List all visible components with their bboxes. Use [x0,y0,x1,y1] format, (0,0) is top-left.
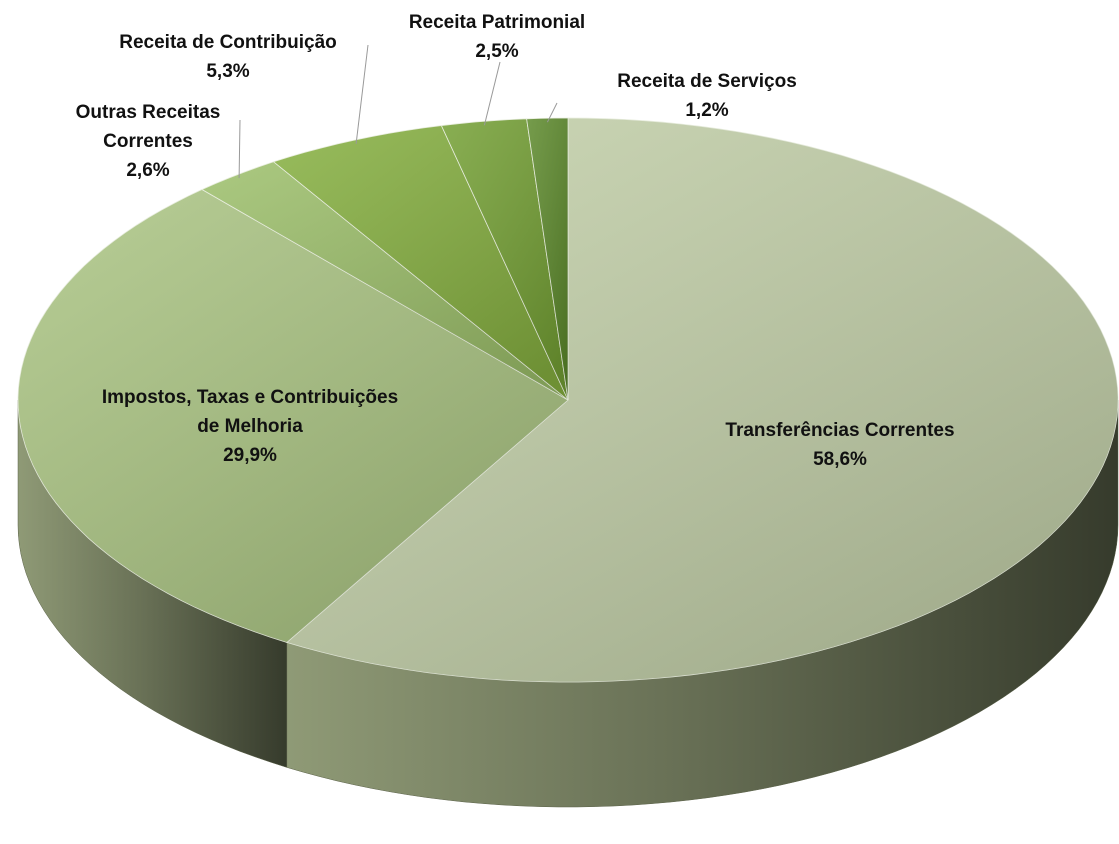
value-label: 29,9% [223,445,277,466]
leader-line [546,102,558,123]
leader-line [355,44,369,144]
leader-line [238,119,241,179]
slice-label: Outras Receitas Correntes 2,6% [53,98,243,185]
slice-label: Impostos, Taxas e Contribuições de Melho… [100,383,400,470]
category-label: Receita de Contribuição [119,32,337,53]
slice-label: Receita Patrimonial 2,5% [377,8,617,66]
category-label: Receita de Serviços [617,71,797,92]
slice-label: Receita de Serviços 1,2% [577,67,837,125]
value-label: 58,6% [813,449,867,470]
category-label: Impostos, Taxas e Contribuições de Melho… [101,387,399,437]
category-label: Transferências Correntes [725,420,955,441]
slice-label: Transferências Correntes 58,6% [670,416,1010,474]
category-label: Outras Receitas Correntes [75,102,221,152]
slice-label: Receita de Contribuição 5,3% [83,28,373,86]
value-label: 5,3% [206,61,250,82]
value-label: 2,6% [126,160,170,181]
value-label: 1,2% [685,100,729,121]
category-label: Receita Patrimonial [408,12,586,33]
value-label: 2,5% [475,41,519,62]
leader-line [483,61,501,126]
